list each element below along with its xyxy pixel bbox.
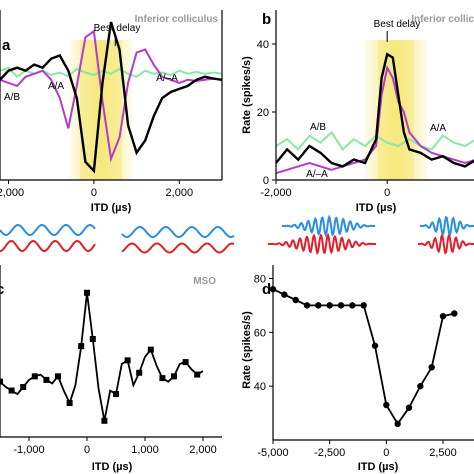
x-axis-label: ITD (µs) <box>92 461 133 473</box>
data-point <box>182 359 189 366</box>
data-point <box>84 289 90 296</box>
stimulus-waveforms <box>0 214 474 256</box>
x-tick-label: 0 <box>383 447 389 459</box>
stimulus-blue-1 <box>0 223 96 237</box>
series-label-aa: A/A <box>48 81 64 92</box>
data-point <box>303 302 311 309</box>
panel-title: Inferior collic <box>411 14 474 25</box>
best-delay-band-core <box>378 40 414 180</box>
stimulus-blue-burst-1 <box>282 214 375 238</box>
y-axis-label: Rate (spikes/s) <box>241 56 253 134</box>
data-point <box>136 369 143 376</box>
data-point <box>439 312 447 320</box>
data-point <box>292 296 299 304</box>
y-axis-label: Rate (spikes/s) <box>241 311 253 389</box>
stimulus-blue-2 <box>121 226 235 238</box>
data-point <box>337 302 345 309</box>
data-point <box>326 302 333 309</box>
x-tick-label: 2,500 <box>429 447 457 459</box>
panel-letter: b <box>262 11 271 28</box>
y-tick-label: 40 <box>257 39 269 51</box>
panel-letter: a <box>2 37 11 54</box>
series-label-a-minus-a: A/–A <box>306 169 328 180</box>
series-line <box>0 292 204 421</box>
data-point <box>31 373 38 380</box>
x-tick-label: 0 <box>384 187 390 199</box>
data-point <box>20 384 27 390</box>
data-point <box>147 346 154 353</box>
data-point <box>89 336 96 342</box>
x-axis-label: ITD (µs) <box>358 461 399 473</box>
x-axis-label: ITD (µs) <box>356 202 397 214</box>
data-point <box>360 302 367 309</box>
data-point <box>113 391 119 398</box>
y-tick-label: 0 <box>263 175 269 187</box>
stimulus-blue-burst-2 <box>420 215 474 237</box>
x-tick-label: 2,000 <box>166 187 194 199</box>
panel-letter: d <box>262 281 271 298</box>
x-axis-label: ITD (µs) <box>91 202 132 214</box>
data-point <box>43 376 50 383</box>
data-point <box>78 343 85 350</box>
best-delay-label: Best delay <box>374 19 421 30</box>
panel-d: -5,000 -2,500 0 2,500 40 60 80 ITD (µs) Rate (sp… <box>241 265 474 473</box>
series-line-0 <box>0 21 223 174</box>
stimulus-red-1 <box>0 239 96 253</box>
data-point <box>451 310 458 317</box>
data-point <box>315 302 322 309</box>
x-tick-label: -1,000 <box>13 444 44 456</box>
x-tick-label: 0 <box>91 187 97 199</box>
data-point <box>417 382 424 390</box>
x-tick-label: 1,000 <box>131 444 159 456</box>
x-tick-label: -5,000 <box>257 447 288 459</box>
data-point <box>405 404 413 411</box>
panel-title: MSO <box>193 276 216 287</box>
y-tick-label: 80 <box>254 273 266 285</box>
data-point <box>124 357 131 364</box>
panel-title: Inferior colliculus <box>135 14 219 25</box>
y-tick-label: 60 <box>254 327 266 339</box>
stimulus-red-burst-1 <box>268 233 376 256</box>
series-line <box>272 288 455 426</box>
series-line-2 <box>275 130 474 151</box>
x-tick-label: -2,000 <box>260 187 291 199</box>
stimulus-red-2 <box>121 242 235 254</box>
data-point <box>55 373 61 380</box>
series-line-1 <box>275 64 474 175</box>
y-tick-label: 20 <box>257 107 269 119</box>
best-delay-label: Best delay <box>94 23 141 34</box>
panel-letter: c <box>0 281 4 298</box>
data-point <box>0 378 3 385</box>
series-label-a-minus-a: A/–A <box>156 73 178 84</box>
series-label-ab: A/B <box>4 92 20 103</box>
stimulus-red-burst-2 <box>418 233 474 255</box>
data-point <box>394 420 401 428</box>
panel-c: -1,000 0 1,000 2,000 ITD (µs) MSO c <box>0 265 222 473</box>
data-point <box>194 371 201 378</box>
data-point <box>159 375 166 382</box>
data-point <box>281 291 288 298</box>
data-point <box>371 342 379 349</box>
data-point <box>8 387 15 394</box>
x-tick-label: 2,000 <box>189 444 217 456</box>
series-label-ab: A/B <box>310 122 326 133</box>
x-tick-label: -2,500 <box>314 447 345 459</box>
series-line-1 <box>0 29 223 163</box>
data-point <box>101 417 108 424</box>
x-tick-label: 0 <box>84 444 90 456</box>
data-point <box>383 401 390 409</box>
data-point <box>171 373 177 380</box>
panel-a: -2,000 0 2,000 ITD (µs) Inferior colliculus a… <box>0 10 223 214</box>
y-tick-label: 40 <box>254 381 266 393</box>
series-label-aa: A/A <box>430 123 446 134</box>
series-line-0 <box>275 52 474 168</box>
x-tick-label: -2,000 <box>0 187 24 199</box>
data-point <box>349 302 356 309</box>
data-point <box>428 364 435 371</box>
data-point <box>66 400 73 406</box>
